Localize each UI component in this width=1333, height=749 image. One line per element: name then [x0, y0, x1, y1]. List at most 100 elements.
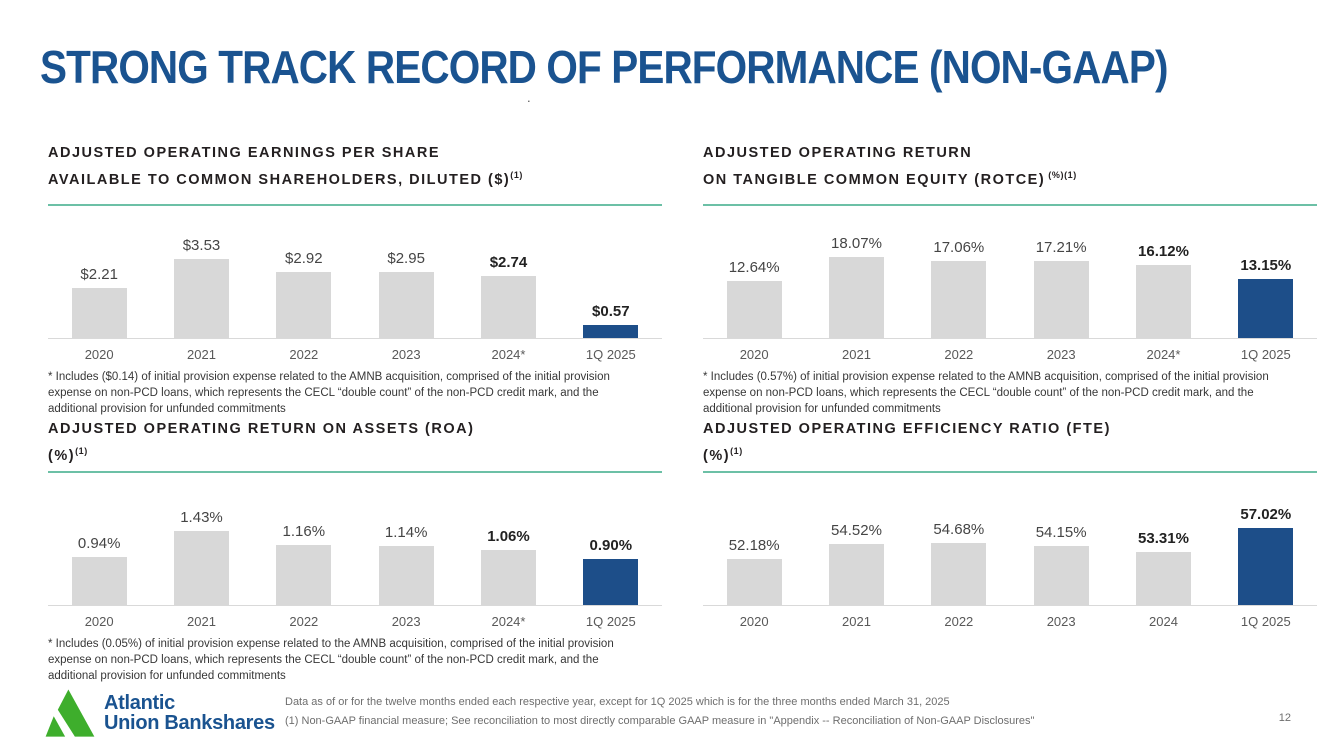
- chart-title-line2: (%): [48, 447, 76, 464]
- highlight-bar: [1238, 278, 1294, 338]
- bar-value-label: 13.15%: [1240, 256, 1292, 274]
- chart-title: ADJUSTED OPERATING RETURN ON TANGIBLE COM…: [703, 142, 1317, 191]
- bar-value-label: 54.68%: [933, 520, 985, 538]
- x-axis-label: 1Q 2025: [1240, 346, 1291, 362]
- bar-column: 1.06%: [457, 487, 559, 605]
- bar-column: $2.21: [48, 220, 150, 338]
- bar-value-label: $2.21: [80, 265, 118, 283]
- x-axis-label: 2022: [944, 346, 974, 362]
- bar-value-label: 12.64%: [728, 258, 780, 276]
- bar-value-label: 1.14%: [384, 523, 428, 541]
- bar: [276, 544, 332, 605]
- bar-column: 17.06%: [908, 220, 1010, 338]
- bar-column: 54.15%: [1010, 487, 1112, 605]
- bar-column: 13.15%: [1215, 220, 1317, 338]
- x-axis-label: 2021: [187, 346, 216, 362]
- chart-title-line1: ADJUSTED OPERATING EFFICIENCY RATIO (FTE…: [703, 421, 1111, 437]
- chart-footnote: * Includes (0.05%) of initial provision …: [48, 637, 614, 683]
- bar-column: $0.57: [560, 220, 662, 338]
- bar-column: 12.64%: [703, 220, 805, 338]
- chart-title-line1: ADJUSTED OPERATING RETURN ON ASSETS (ROA…: [48, 421, 475, 437]
- chart-title-superscript: (1): [75, 446, 88, 456]
- chart-title-line2: AVAILABLE TO COMMON SHAREHOLDERS, DILUTE…: [48, 171, 511, 188]
- accent-divider: [703, 470, 1317, 473]
- chart-title-line1: ADJUSTED OPERATING RETURN: [703, 145, 973, 161]
- x-axis-line: [703, 604, 1317, 606]
- bar: [828, 543, 884, 605]
- x-axis-label: 2020: [739, 346, 769, 362]
- bar: [480, 549, 536, 605]
- page-number: 12: [1278, 712, 1291, 724]
- chart-title: ADJUSTED OPERATING EARNINGS PER SHARE AVA…: [48, 142, 662, 191]
- chart-panel-eps: ADJUSTED OPERATING EARNINGS PER SHARE AVA…: [48, 142, 662, 418]
- x-axis-label: 2024*: [1146, 346, 1181, 362]
- bar-column: 1.43%: [150, 487, 252, 605]
- bar: [71, 556, 127, 605]
- bar-column: 0.90%: [560, 487, 662, 605]
- x-axis-label: 2024*: [491, 613, 526, 629]
- highlight-bar: [1238, 527, 1294, 605]
- chart-panel-efficiency: ADJUSTED OPERATING EFFICIENCY RATIO (FTE…: [703, 418, 1317, 629]
- bar: [931, 542, 987, 605]
- x-axis-label: 2024: [1149, 613, 1178, 629]
- bar-value-label: 0.90%: [589, 536, 633, 554]
- x-axis-labels: 2020 2021 2022 2023 2024* 1Q 2025: [48, 606, 662, 629]
- chart-title-line2: ON TANGIBLE COMMON EQUITY (ROTCE): [703, 171, 1046, 188]
- bar-column: $2.95: [355, 220, 457, 338]
- bar-chart-rotce: 12.64% 18.07% 17.06% 17.21% 16.12% 13.15%: [703, 220, 1317, 338]
- x-axis-label: 2023: [1046, 346, 1076, 362]
- company-logo-text: Atlantic Union Bankshares: [104, 693, 275, 733]
- x-axis-labels: 2020 2021 2022 2023 2024 1Q 2025: [703, 606, 1317, 629]
- x-axis-label: 1Q 2025: [585, 613, 636, 629]
- bar: [378, 545, 434, 605]
- chart-title-line2: (%): [703, 447, 731, 464]
- chart-footnote: * Includes (0.57%) of initial provision …: [703, 370, 1269, 416]
- bar-column: 18.07%: [805, 220, 907, 338]
- x-axis-labels: 2020 2021 2022 2023 2024* 1Q 2025: [703, 339, 1317, 362]
- mountain-logo-icon: [45, 689, 95, 737]
- bar-value-label: 1.43%: [180, 508, 223, 526]
- accent-divider: [703, 203, 1317, 206]
- highlight-bar: [583, 558, 639, 605]
- logo-line2: Union Bankshares: [104, 712, 275, 734]
- bar-value-label: 17.06%: [933, 238, 985, 256]
- x-axis-line: [703, 337, 1317, 339]
- x-axis-line: [48, 337, 662, 339]
- chart-panel-roa: ADJUSTED OPERATING RETURN ON ASSETS (ROA…: [48, 418, 662, 685]
- accent-divider: [48, 470, 662, 473]
- bar-column: 0.94%: [48, 487, 150, 605]
- chart-panel-rotce: ADJUSTED OPERATING RETURN ON TANGIBLE COM…: [703, 142, 1317, 418]
- chart-title: ADJUSTED OPERATING RETURN ON ASSETS (ROA…: [48, 418, 662, 467]
- bar-value-label: 54.52%: [831, 521, 882, 539]
- highlight-bar: [583, 324, 639, 338]
- bar-chart-eps: $2.21 $3.53 $2.92 $2.95 $2.74 $0.57: [48, 220, 662, 338]
- x-axis-label: 2022: [944, 613, 974, 629]
- slide-title: STRONG TRACK RECORD OF PERFORMANCE (NON-…: [40, 41, 1168, 93]
- bar: [1033, 260, 1089, 338]
- bar: [173, 530, 229, 605]
- bar-column: 1.16%: [253, 487, 355, 605]
- bar: [828, 256, 884, 338]
- bar: [378, 271, 434, 338]
- x-axis-label: 2022: [289, 346, 319, 362]
- bar-value-label: 0.94%: [77, 534, 121, 552]
- x-axis-label: 2020: [84, 613, 114, 629]
- chart-title-line1: ADJUSTED OPERATING EARNINGS PER SHARE: [48, 145, 440, 161]
- x-axis-labels: 2020 2021 2022 2023 2024* 1Q 2025: [48, 339, 662, 362]
- x-axis-label: 2022: [289, 613, 319, 629]
- x-axis-label: 2021: [187, 613, 216, 629]
- bar-value-label: 53.31%: [1138, 529, 1189, 547]
- bar: [71, 287, 127, 338]
- bar: [1135, 264, 1191, 338]
- bar: [1033, 545, 1089, 605]
- chart-title-superscript: (1): [510, 170, 524, 180]
- bar-value-label: 17.21%: [1035, 238, 1087, 256]
- bar-column: $2.92: [253, 220, 355, 338]
- footer-notes: Data as of or for the twelve months ende…: [285, 693, 1034, 731]
- chart-footnote: * Includes ($0.14) of initial provision …: [48, 370, 610, 416]
- bar-value-label: 54.15%: [1035, 523, 1087, 541]
- chart-title-superscript: (1): [730, 446, 743, 456]
- bar-column: $2.74: [457, 220, 559, 338]
- bar-value-label: $2.92: [285, 249, 323, 267]
